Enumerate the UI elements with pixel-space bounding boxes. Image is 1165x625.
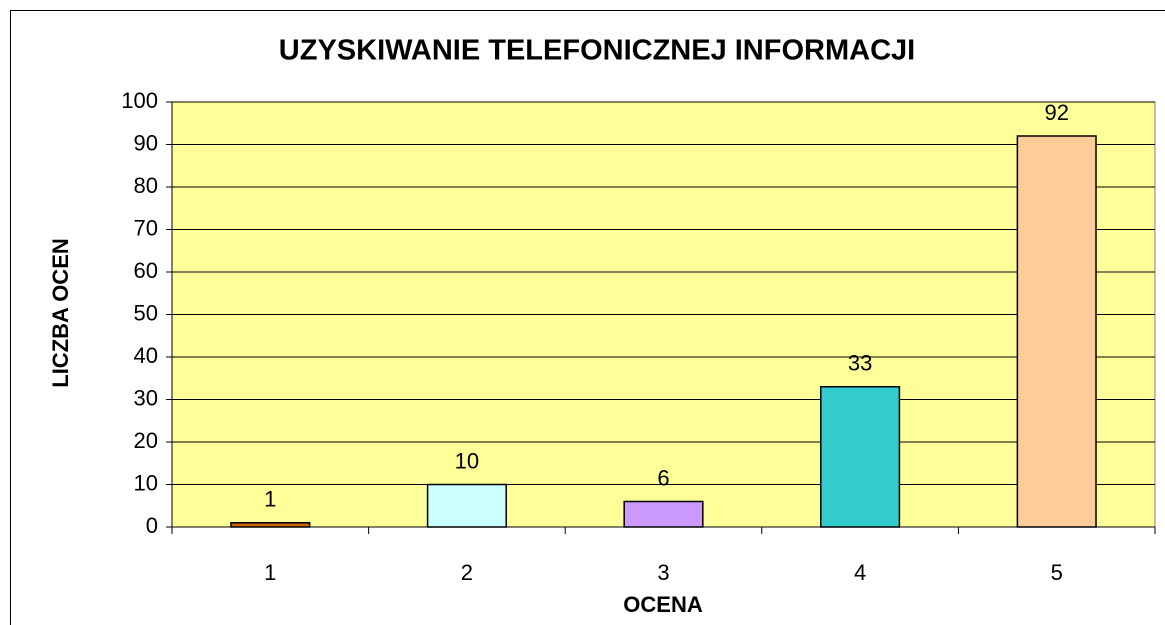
y-axis-title: LICZBA OCEN [48, 238, 73, 388]
bar [623, 500, 704, 528]
x-tick-label: 3 [657, 560, 669, 585]
x-tick-label: 1 [264, 560, 276, 585]
y-tick-label: 80 [134, 173, 158, 198]
x-axis-title: OCENA [623, 592, 703, 617]
bar [1016, 135, 1097, 528]
data-label: 6 [657, 465, 669, 490]
x-tick-label: 4 [854, 560, 866, 585]
x-tick-label: 2 [461, 560, 473, 585]
y-tick-label: 100 [121, 88, 158, 113]
bar [426, 483, 507, 528]
y-tick-label: 90 [134, 130, 158, 155]
y-tick-label: 10 [134, 470, 158, 495]
data-label: 10 [455, 448, 479, 473]
data-label: 33 [848, 351, 872, 376]
y-tick-label: 40 [134, 343, 158, 368]
y-tick-label: 20 [134, 428, 158, 453]
y-tick-label: 70 [134, 215, 158, 240]
bar [820, 386, 901, 528]
y-tick-label: 0 [146, 513, 158, 538]
y-tick-label: 60 [134, 258, 158, 283]
data-label: 1 [264, 487, 276, 512]
data-label: 92 [1044, 100, 1068, 125]
x-tick-label: 5 [1051, 560, 1063, 585]
bar [230, 522, 311, 528]
y-tick-label: 50 [134, 300, 158, 325]
y-tick-label: 30 [134, 385, 158, 410]
chart-title: UZYSKIWANIE TELEFONICZNEJ INFORMACJI [279, 35, 915, 67]
